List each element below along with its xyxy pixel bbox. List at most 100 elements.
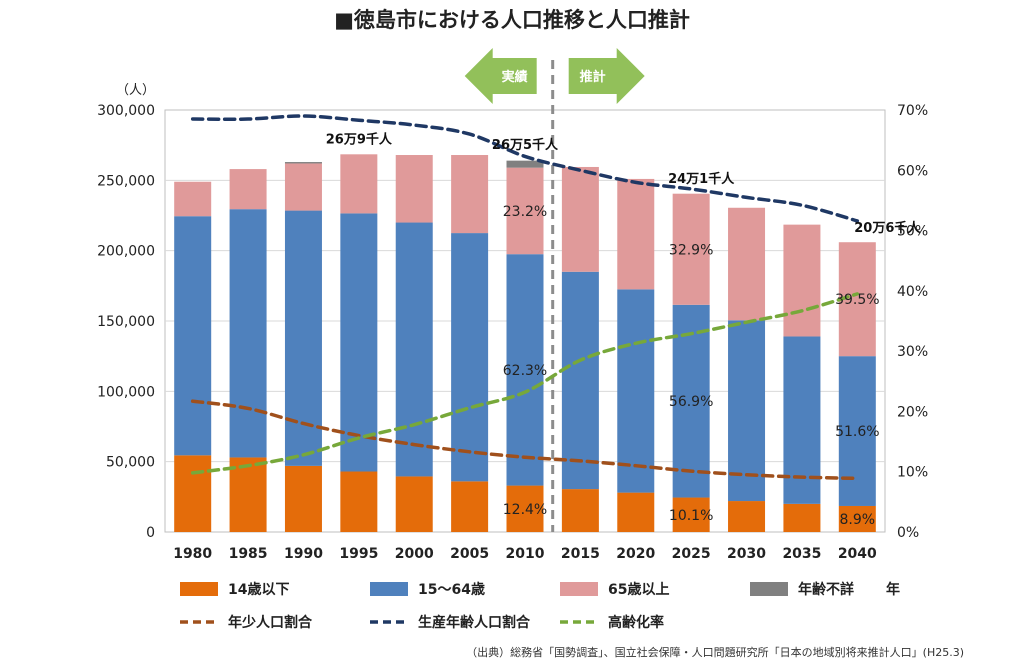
bar-value-label: 12.4%: [503, 502, 547, 518]
x-tick-label: 2035: [782, 546, 821, 562]
bar-value-label: 39.5%: [835, 292, 879, 308]
x-tick-label: 2000: [395, 546, 434, 562]
bar-segment: [451, 155, 489, 234]
bar-segment: [340, 213, 378, 472]
y-left-tick-label: 200,000: [97, 244, 155, 260]
x-axis-unit: 年: [886, 581, 900, 598]
bar-segment: [783, 224, 821, 337]
y-left-tick-label: 250,000: [97, 173, 155, 189]
bar-segment: [617, 178, 655, 290]
bar-segment: [284, 163, 322, 211]
x-tick-label: 2025: [672, 546, 711, 562]
bar-segment: [284, 465, 322, 532]
bar-segment: [395, 222, 433, 477]
line-series-path: [190, 399, 860, 481]
bar-value-label: 32.9%: [669, 242, 713, 258]
legend-label: 14歳以下: [228, 581, 289, 598]
line-series-path: [190, 292, 860, 475]
x-tick-label: 2020: [616, 546, 655, 562]
legend-swatch: [370, 582, 408, 596]
bar-segment: [672, 193, 710, 305]
phase-label-projection: 推計: [580, 69, 606, 85]
line-series-path: [190, 114, 860, 223]
legend-swatch: [560, 582, 598, 596]
y-left-unit: （人）: [116, 83, 155, 98]
total-annotation: 24万1千人: [668, 171, 735, 187]
axes: 0 50,000 100,000 150,000 200,000 250,000 300,0…: [97, 83, 928, 562]
bar-value-label: 8.9%: [840, 512, 876, 528]
legend-label: 高齢化率: [608, 614, 664, 631]
line-series: [190, 114, 860, 481]
total-annotation: 26万5千人: [492, 137, 559, 153]
bar-value-label: 56.9%: [669, 394, 713, 410]
bar-segment: [229, 209, 267, 458]
x-tick-label: 1980: [173, 546, 212, 562]
bar-segment: [395, 155, 433, 223]
y-left-tick-label: 100,000: [97, 384, 155, 400]
phase-arrows: 実績 推計: [464, 48, 645, 104]
bar-segment: [561, 166, 599, 272]
bar-segment: [728, 501, 766, 532]
bar-segment: [561, 489, 599, 532]
bar-segment: [672, 304, 710, 498]
bar-segment: [506, 160, 544, 168]
bar-segment: [395, 476, 433, 532]
bar-value-label: 51.6%: [835, 424, 879, 440]
y-right-tick-label: 60%: [897, 163, 928, 179]
bar-segment: [506, 167, 544, 255]
bar-segment: [340, 471, 378, 532]
bar-segment: [672, 497, 710, 532]
bar-segment: [451, 233, 489, 482]
legend-label: 15～64歳: [418, 581, 485, 598]
bar-segment: [728, 320, 766, 502]
legend-swatch: [180, 582, 218, 596]
bar-segment: [728, 207, 766, 321]
legend-label: 生産年齢人口割合: [418, 614, 531, 631]
x-tick-label: 1995: [339, 546, 378, 562]
bar-segment: [340, 154, 378, 214]
x-tick-label: 2030: [727, 546, 766, 562]
y-right-tick-label: 40%: [897, 284, 928, 300]
x-tick-label: 2005: [450, 546, 489, 562]
y-right-tick-label: 50%: [897, 224, 928, 240]
phase-label-actual: 実績: [502, 69, 528, 85]
bar-segment: [506, 485, 544, 532]
y-right-tick-label: 70%: [897, 103, 928, 119]
legend-swatch: [750, 582, 788, 596]
bar-segment: [617, 289, 655, 493]
bar-segment: [284, 162, 322, 164]
y-right-tick-label: 10%: [897, 465, 928, 481]
y-right-tick-label: 20%: [897, 404, 928, 420]
data-labels: 23.2% 62.3% 12.4% 32.9% 56.9% 10.1% 39.5% 51.6%…: [326, 132, 922, 528]
bar-segment: [783, 503, 821, 532]
y-left-tick-label: 150,000: [97, 314, 155, 330]
bar-segment: [174, 181, 212, 217]
legend-label: 年少人口割合: [228, 614, 313, 631]
phase-arrow-actual: [464, 48, 537, 104]
bar-segment: [838, 505, 876, 532]
x-tick-label: 2040: [838, 546, 877, 562]
bar-segment: [561, 271, 599, 490]
y-left-tick-label: 50,000: [106, 455, 155, 471]
bar-segment: [451, 481, 489, 532]
x-tick-label: 2015: [561, 546, 600, 562]
bar-segment: [174, 216, 212, 456]
bar-segment: [617, 492, 655, 532]
total-annotation: 26万9千人: [326, 132, 393, 148]
bar-value-label: 23.2%: [503, 204, 547, 220]
page-title: ■徳島市における人口推移と人口推計: [334, 8, 690, 32]
x-tick-label: 1985: [229, 546, 268, 562]
bar-value-label: 10.1%: [669, 508, 713, 524]
bar-segment: [174, 455, 212, 532]
y-left-tick-label: 300,000: [97, 103, 155, 119]
x-tick-label: 2010: [506, 546, 545, 562]
bar-segment: [838, 356, 876, 506]
bar-series: [174, 154, 876, 532]
y-left-tick-label: 0: [146, 525, 155, 541]
bar-segment: [506, 254, 544, 486]
y-right-tick-label: 0%: [897, 525, 919, 541]
source-note: （出典）総務省「国勢調査」、国立社会保障・人口問題研究所「日本の地域別将来推計人…: [466, 646, 964, 659]
phase-arrow-projection: [568, 48, 645, 104]
